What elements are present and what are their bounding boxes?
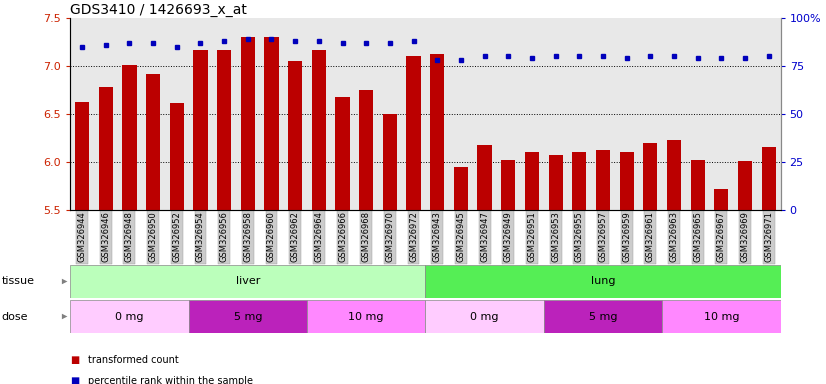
Text: 10 mg: 10 mg xyxy=(704,311,739,321)
Bar xyxy=(70,300,188,333)
Text: ■: ■ xyxy=(70,355,79,365)
Bar xyxy=(188,300,307,333)
Bar xyxy=(264,37,278,210)
Bar xyxy=(146,74,160,210)
Bar xyxy=(667,140,681,210)
Bar xyxy=(240,37,255,210)
Text: GDS3410 / 1426693_x_at: GDS3410 / 1426693_x_at xyxy=(70,3,247,17)
Text: 10 mg: 10 mg xyxy=(349,311,384,321)
Bar xyxy=(477,145,491,210)
Bar xyxy=(544,300,662,333)
Text: liver: liver xyxy=(235,276,260,286)
Text: ■: ■ xyxy=(70,376,79,384)
Bar xyxy=(193,50,207,210)
Bar xyxy=(453,167,468,210)
Bar xyxy=(406,56,420,210)
Bar xyxy=(307,300,425,333)
Bar xyxy=(596,151,610,210)
Text: lung: lung xyxy=(591,276,615,286)
Bar xyxy=(691,160,705,210)
Text: transformed count: transformed count xyxy=(88,355,179,365)
Bar xyxy=(430,55,444,210)
Bar xyxy=(662,300,781,333)
Bar xyxy=(525,152,539,210)
Bar xyxy=(548,155,563,210)
Bar xyxy=(714,189,729,210)
Text: 5 mg: 5 mg xyxy=(234,311,262,321)
Text: tissue: tissue xyxy=(2,276,35,286)
Bar xyxy=(75,103,89,210)
Bar xyxy=(359,90,373,210)
Bar xyxy=(98,87,113,210)
Text: percentile rank within the sample: percentile rank within the sample xyxy=(88,376,254,384)
Bar xyxy=(335,97,349,210)
Bar xyxy=(70,265,425,298)
Text: 0 mg: 0 mg xyxy=(115,311,144,321)
Bar xyxy=(425,265,781,298)
Text: dose: dose xyxy=(2,311,28,321)
Text: 0 mg: 0 mg xyxy=(470,311,499,321)
Text: 5 mg: 5 mg xyxy=(589,311,617,321)
Bar xyxy=(738,161,752,210)
Bar xyxy=(643,143,657,210)
Bar xyxy=(311,50,326,210)
Bar xyxy=(572,152,586,210)
Bar xyxy=(620,152,634,210)
Bar xyxy=(425,300,544,333)
Bar xyxy=(762,147,776,210)
Bar xyxy=(382,114,397,210)
Bar xyxy=(169,103,184,210)
Bar xyxy=(217,50,231,210)
Bar xyxy=(501,160,515,210)
Bar xyxy=(122,65,136,210)
Bar xyxy=(288,61,302,210)
